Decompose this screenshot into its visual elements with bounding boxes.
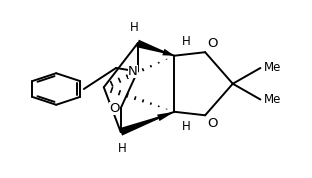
- Polygon shape: [136, 40, 174, 56]
- Text: H: H: [182, 120, 191, 133]
- Text: Me: Me: [263, 61, 281, 74]
- Text: Me: Me: [263, 93, 281, 106]
- Text: O: O: [207, 37, 217, 50]
- Text: H: H: [182, 35, 191, 48]
- Polygon shape: [157, 112, 174, 121]
- Polygon shape: [162, 49, 174, 56]
- Text: O: O: [207, 117, 217, 130]
- Text: O: O: [109, 102, 120, 115]
- Text: H: H: [118, 142, 127, 155]
- Text: N: N: [128, 65, 138, 78]
- Polygon shape: [119, 112, 174, 136]
- Text: H: H: [130, 21, 139, 34]
